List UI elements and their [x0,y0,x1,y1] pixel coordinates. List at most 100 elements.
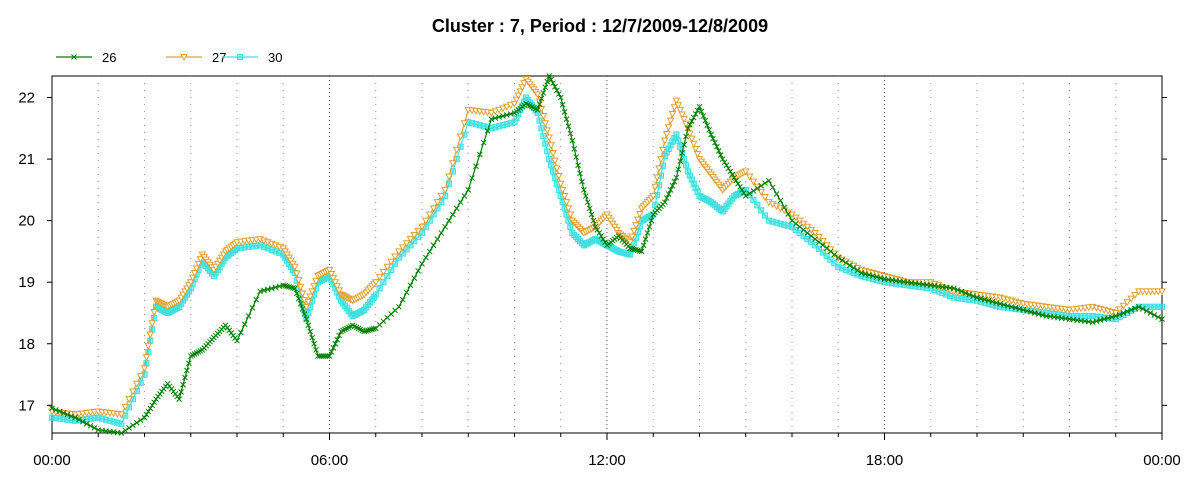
data-point [137,417,144,424]
data-point [336,332,342,339]
data-point [118,430,125,436]
data-point [72,414,78,421]
data-point [118,420,125,427]
data-point [327,270,336,279]
data-point [1147,310,1154,316]
data-point [769,184,776,191]
data-point [581,187,587,193]
data-point [238,329,244,336]
plot-area [51,75,1163,434]
data-point [835,254,842,261]
data-point [188,274,197,282]
data-point [391,253,399,261]
data-point [678,111,686,119]
data-point [83,420,90,427]
data-point [749,178,758,186]
data-point [646,223,653,230]
data-point [564,205,573,213]
data-point [663,195,670,201]
data-point [543,127,552,135]
data-point [546,73,553,79]
data-point [662,130,671,139]
data-point [411,275,418,281]
data-point [126,425,132,431]
data-point [49,405,55,412]
data-point [708,131,714,138]
data-point [557,94,564,101]
data-point [669,182,676,189]
data-point [425,211,434,219]
data-point [687,135,696,143]
data-point [719,156,726,162]
data-point [745,173,754,181]
data-point [544,78,551,85]
data-point [642,236,649,242]
data-point [499,105,507,113]
data-point [406,236,415,244]
data-point [547,142,555,150]
data-point [754,185,761,192]
data-point [554,173,563,181]
data-point [652,201,659,208]
data-point [371,279,380,287]
data-point [691,145,700,153]
data-point [682,162,690,169]
data-point [565,123,572,130]
data-point [76,416,82,423]
data-point [717,152,724,158]
data-point [1132,305,1138,312]
data-point [723,162,730,169]
data-point [414,227,422,235]
data-point [306,293,315,301]
data-point [649,193,658,201]
data-point [552,83,558,90]
data-point [1158,288,1166,296]
legend-marker [71,54,77,60]
data-point [793,220,799,227]
data-point [846,262,853,269]
data-point [1119,302,1128,310]
y-tick-label: 22 [18,90,35,107]
data-point [731,174,738,181]
data-point [630,227,638,235]
data-point [675,166,682,173]
data-point [688,118,695,124]
data-point [689,140,698,148]
data-point [445,173,453,181]
data-point [796,223,803,230]
data-point [823,245,830,252]
data-point [638,248,645,255]
data-point [561,109,568,115]
data-point [133,419,140,426]
data-point [234,337,240,344]
data-point [785,211,791,217]
data-point [541,120,550,128]
data-point [383,263,392,271]
data-point [655,165,663,173]
data-point [429,205,438,213]
data-point [540,132,547,140]
data-point [664,124,673,132]
data-point [710,135,716,142]
data-point [737,183,743,190]
data-point [536,117,543,124]
data-point [554,87,560,94]
data-point [184,367,190,374]
data-point [773,191,780,197]
data-point [1111,309,1120,318]
data-point [542,140,549,147]
data-point [635,210,644,219]
data-point [808,233,815,239]
data-point [388,266,395,273]
data-point [301,311,308,317]
data-point [441,186,449,194]
data-point [196,256,205,264]
series-markers [49,73,1165,436]
data-point [433,199,442,207]
data-point [469,175,475,181]
data-point [418,223,426,231]
legend-marker [236,53,244,61]
data-point [380,279,387,286]
data-point [725,165,732,172]
data-point [473,163,479,170]
